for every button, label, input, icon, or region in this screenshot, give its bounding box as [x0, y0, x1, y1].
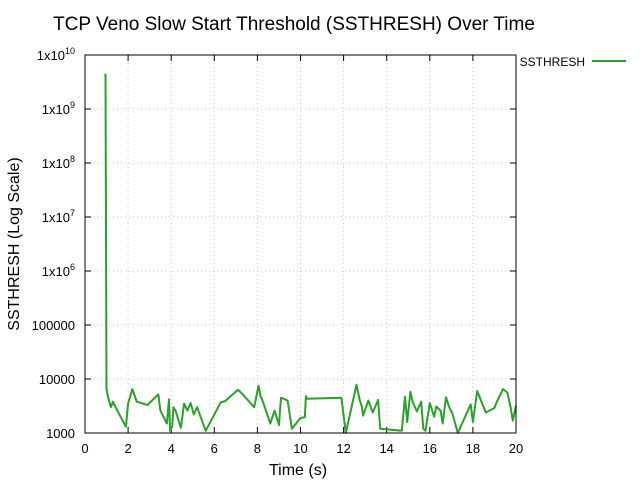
x-tick-label: 16 [423, 441, 437, 456]
x-tick-label: 2 [124, 441, 131, 456]
y-tick-label: 1000 [46, 426, 75, 441]
y-tick-label: 1x107 [42, 208, 75, 225]
y-tick-label: 10000 [39, 372, 75, 387]
y-tick-label: 1x109 [42, 100, 75, 117]
y-tick-label: 1x1010 [37, 46, 75, 63]
x-tick-label: 8 [254, 441, 261, 456]
x-axis-ticks: 0 2 4 6 8 10 12 14 16 18 20 [81, 55, 523, 456]
x-tick-label: 4 [168, 441, 175, 456]
legend: SSTHRESH [520, 55, 626, 69]
x-tick-label: 0 [81, 441, 88, 456]
x-tick-label: 20 [509, 441, 523, 456]
x-tick-label: 6 [211, 441, 218, 456]
chart-title: TCP Veno Slow Start Threshold (SSTHRESH)… [53, 14, 535, 35]
legend-label: SSTHRESH [520, 55, 585, 69]
x-axis-label: Time (s) [269, 462, 327, 479]
y-tick-label: 1x108 [42, 154, 75, 171]
x-tick-label: 14 [379, 441, 393, 456]
x-tick-label: 18 [466, 441, 480, 456]
y-axis-label: SSTHRESH (Log Scale) [6, 157, 23, 330]
x-tick-label: 10 [293, 441, 307, 456]
x-tick-label: 12 [336, 441, 350, 456]
y-tick-label: 100000 [32, 318, 75, 333]
y-axis-ticks: 1000 10000 100000 1x106 1x107 1x108 1x109 1x101… [32, 46, 516, 441]
series-group [104, 73, 517, 434]
series-line-ssthresh [104, 73, 517, 434]
grid [85, 55, 516, 433]
y-tick-label: 1x106 [42, 262, 75, 279]
plot-frame [84, 54, 517, 434]
